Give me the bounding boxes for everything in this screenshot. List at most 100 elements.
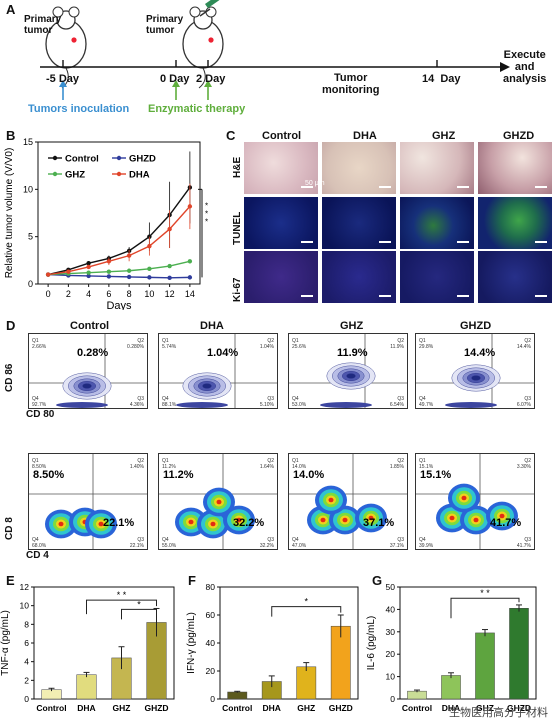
quadrant-label: 92.7% xyxy=(32,402,47,408)
quadrant-percent: 32.2% xyxy=(233,517,264,529)
quadrant-percent: 8.50% xyxy=(33,469,64,481)
density-blob xyxy=(188,519,194,525)
endpoint-label: Execute and analysis xyxy=(503,49,547,85)
quadrant-label: 2.66% xyxy=(32,344,47,350)
legend-marker xyxy=(116,171,122,177)
panel-label-f: F xyxy=(188,573,196,588)
mouse2-label: Primary tumor xyxy=(146,14,184,36)
quadrant-label: Q2 xyxy=(267,458,274,464)
y-tick-label: 80 xyxy=(206,582,216,592)
quadrant-percent: 22.1% xyxy=(103,517,134,529)
data-point xyxy=(126,253,132,258)
quadrant-label: 11.2% xyxy=(162,464,176,470)
quadrant-label: 0.280% xyxy=(127,344,145,350)
quadrant-label: 39.9% xyxy=(419,543,434,549)
y-tick-label: 4 xyxy=(24,657,29,667)
significance-mark: * xyxy=(137,599,141,609)
panel-label-a: A xyxy=(6,2,16,17)
density-blob xyxy=(58,521,64,527)
quadrant-label: Q4 xyxy=(419,537,426,543)
data-point xyxy=(86,260,91,266)
bar xyxy=(296,666,317,700)
quadrant-label: Q2 xyxy=(137,458,144,464)
x-tick-label: 2 xyxy=(66,289,71,299)
legend-label: DHA xyxy=(129,170,150,181)
scale-label: 50 μm xyxy=(305,180,325,187)
data-point xyxy=(106,259,112,264)
legend-marker xyxy=(52,155,58,161)
bar xyxy=(41,689,62,700)
flow-plot-2-ghz: Q1 14.0% Q2 1.85% Q3 37.1% Q4 47.0% 14.0% 37.1% xyxy=(288,453,408,550)
quadrant-label: 4.36% xyxy=(130,402,145,408)
panel-label-d: D xyxy=(6,318,16,333)
flow-col-ghz: GHZ xyxy=(340,320,364,332)
density-contour xyxy=(56,402,108,408)
syringe-icon xyxy=(199,0,220,17)
quadrant-label: 1.64% xyxy=(260,464,275,470)
panel-label-c: C xyxy=(226,128,236,143)
y-tick-label: 20 xyxy=(386,649,396,659)
quadrant-label: 49.7% xyxy=(419,402,434,408)
quadrant-label: Q1 xyxy=(292,338,299,344)
data-point xyxy=(167,275,172,281)
tick-label: 0 Day xyxy=(160,73,190,85)
scale-bar xyxy=(535,241,547,243)
data-point xyxy=(147,266,152,272)
quadrant-label: Q2 xyxy=(397,458,404,464)
data-point xyxy=(86,273,91,279)
micrograph-he-ghz xyxy=(400,142,474,194)
x-tick-label: GHZ xyxy=(476,703,494,713)
mouse1-label: Primary tumor xyxy=(24,14,62,36)
y-axis-label: TNF-α (pg/mL) xyxy=(0,610,11,676)
micrograph-he-ghzd xyxy=(478,142,552,194)
quadrant-label: 8.50% xyxy=(32,464,47,470)
density-blob xyxy=(368,515,374,521)
quadrant-label: 14.0% xyxy=(292,464,307,470)
y-tick-label: 6 xyxy=(24,638,29,648)
legend-label: GHZD xyxy=(129,154,156,165)
quadrant-percent: 15.1% xyxy=(420,469,451,481)
y-tick-label: 10 xyxy=(20,601,30,611)
significance-mark: * * xyxy=(480,588,490,598)
flow-ylabel-cd86: CD 86 xyxy=(4,363,15,392)
quadrant-percent: 1.04% xyxy=(207,347,238,359)
density-contour xyxy=(471,375,481,381)
data-point xyxy=(187,204,193,209)
series-line xyxy=(48,205,191,276)
quadrant-label: Q3 xyxy=(524,537,531,543)
data-point xyxy=(187,275,193,280)
data-point xyxy=(106,274,112,279)
density-blob xyxy=(236,517,242,523)
bar xyxy=(407,690,427,700)
mouse-icon xyxy=(45,6,87,89)
scale-bar xyxy=(301,295,313,297)
flow-plot-1-control: Q1 2.66% Q2 0.280% Q3 4.36% Q4 92.7% 0.28% xyxy=(28,333,148,409)
quadrant-label: 14.4% xyxy=(517,344,532,350)
data-point xyxy=(147,243,152,249)
scale-bar xyxy=(457,241,469,243)
quadrant-label: Q3 xyxy=(267,396,274,402)
flow-plot-1-ghzd: Q1 29.8% Q2 14.4% Q3 6.07% Q4 49.7% 14.4% xyxy=(415,333,535,409)
tnf-alpha-chart: 0 2 4 6 8 10 12 TNF-α (pg/mL) Control DHA GHZ GHZD *… xyxy=(0,582,175,713)
quadrant-label: Q1 xyxy=(292,458,299,464)
density-blob xyxy=(342,517,348,523)
quadrant-percent: 0.28% xyxy=(77,347,108,359)
quadrant-label: 1.04% xyxy=(260,344,275,350)
scale-bar xyxy=(301,186,313,188)
scale-bar xyxy=(457,186,469,188)
quadrant-percent: 14.0% xyxy=(293,469,324,481)
legend-label: GHZ xyxy=(65,170,85,181)
col-header-dha: DHA xyxy=(353,130,377,142)
quadrant-label: Q4 xyxy=(32,396,39,402)
data-point xyxy=(66,269,71,274)
quadrant-label: Q2 xyxy=(524,458,531,464)
quadrant-label: Q2 xyxy=(137,338,144,344)
legend-label: Control xyxy=(65,154,99,165)
inoculation-label: Tumors inoculation xyxy=(28,103,130,115)
y-tick-label: 5 xyxy=(28,232,33,242)
scale-bar xyxy=(457,295,469,297)
quadrant-label: Q3 xyxy=(397,537,404,543)
y-axis-label: Relative tumor volume (V/V0) xyxy=(4,148,15,279)
